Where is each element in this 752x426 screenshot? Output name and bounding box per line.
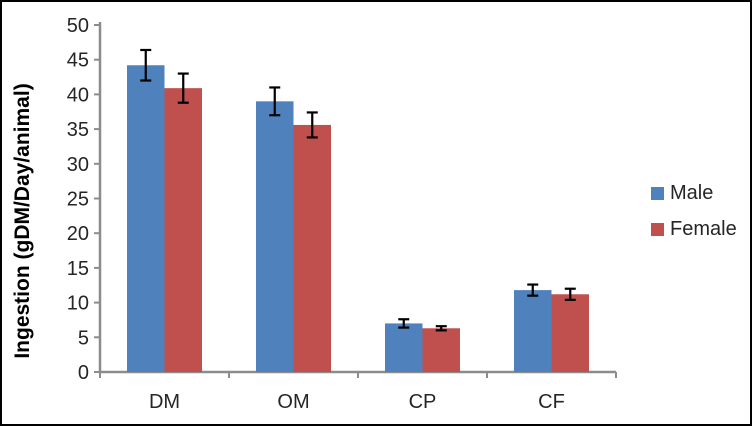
bar-male-cp xyxy=(385,323,423,372)
legend-label-female: Female xyxy=(670,218,737,240)
x-category-label-dm: DM xyxy=(149,391,180,413)
y-tick-label-0: 0 xyxy=(78,362,89,384)
error-bar-male-dm xyxy=(140,48,152,82)
error-bar-male-cf xyxy=(527,283,539,297)
y-tick-label-35: 35 xyxy=(67,119,89,141)
bar-female-cp xyxy=(422,328,460,372)
bar-male-cf xyxy=(514,290,552,372)
y-tick-label-50: 50 xyxy=(67,15,89,37)
legend-swatch-female xyxy=(651,223,664,236)
bars-group xyxy=(127,48,589,373)
y-tick-label-15: 15 xyxy=(67,258,89,280)
error-bar-male-cp xyxy=(398,318,410,329)
error-bar-female-cp xyxy=(435,325,447,332)
bar-female-om xyxy=(293,124,331,372)
y-tick-label-25: 25 xyxy=(67,189,89,211)
bar-male-dm xyxy=(127,65,165,372)
error-bar-female-dm xyxy=(177,72,189,104)
x-category-label-om: OM xyxy=(277,391,309,413)
y-axis-title: Ingestion (gDM/Day/animal) xyxy=(11,83,34,358)
legend-swatch-male xyxy=(651,187,664,200)
bar-male-om xyxy=(256,101,294,372)
y-tick-label-5: 5 xyxy=(78,327,89,349)
y-tick-label-20: 20 xyxy=(67,223,89,245)
error-bar-female-om xyxy=(306,111,318,139)
legend-label-male: Male xyxy=(670,182,713,204)
y-tick-label-30: 30 xyxy=(67,154,89,176)
error-bar-female-cf xyxy=(564,287,576,301)
legend: Male Female xyxy=(651,182,737,240)
axis-labels: 0 5 10 15 20 25 30 35 40 45 50 DM OM CP CF xyxy=(67,15,565,413)
x-category-label-cf: CF xyxy=(538,391,565,413)
bar-female-cf xyxy=(551,294,589,372)
x-category-label-cp: CP xyxy=(409,391,437,413)
error-bar-male-om xyxy=(269,86,281,117)
y-tick-label-45: 45 xyxy=(67,50,89,72)
bar-female-dm xyxy=(164,88,202,373)
y-tick-label-40: 40 xyxy=(67,84,89,106)
y-tick-label-10: 10 xyxy=(67,293,89,315)
